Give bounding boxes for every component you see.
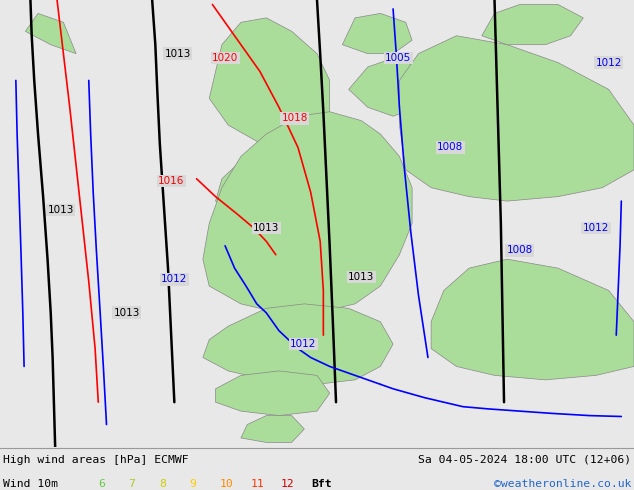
- Text: 1013: 1013: [48, 205, 74, 215]
- Polygon shape: [431, 259, 634, 380]
- Polygon shape: [216, 152, 304, 215]
- Polygon shape: [342, 13, 412, 53]
- Text: 1013: 1013: [253, 223, 280, 233]
- Text: 7: 7: [129, 479, 136, 489]
- Text: Sa 04-05-2024 18:00 UTC (12+06): Sa 04-05-2024 18:00 UTC (12+06): [418, 455, 631, 465]
- Polygon shape: [241, 416, 304, 442]
- Text: Wind 10m: Wind 10m: [3, 479, 58, 489]
- Polygon shape: [482, 4, 583, 45]
- Polygon shape: [399, 36, 634, 201]
- Polygon shape: [216, 371, 330, 416]
- Text: 9: 9: [190, 479, 197, 489]
- Text: ©weatheronline.co.uk: ©weatheronline.co.uk: [494, 479, 631, 489]
- Text: 6: 6: [98, 479, 105, 489]
- Text: 1020: 1020: [212, 53, 238, 63]
- Text: High wind areas [hPa] ECMWF: High wind areas [hPa] ECMWF: [3, 455, 188, 465]
- Text: 1005: 1005: [385, 53, 411, 63]
- Text: 1013: 1013: [113, 308, 140, 318]
- Text: 1012: 1012: [161, 274, 188, 284]
- Polygon shape: [209, 18, 330, 152]
- Text: 1008: 1008: [507, 245, 533, 255]
- Polygon shape: [203, 304, 393, 384]
- Polygon shape: [349, 58, 431, 116]
- Text: 1012: 1012: [583, 223, 609, 233]
- Text: 8: 8: [159, 479, 166, 489]
- Text: 11: 11: [250, 479, 264, 489]
- Text: 1013: 1013: [348, 272, 375, 282]
- Text: 1012: 1012: [595, 57, 622, 68]
- Text: 12: 12: [281, 479, 295, 489]
- Text: 1008: 1008: [437, 143, 463, 152]
- Text: Bft: Bft: [311, 479, 332, 489]
- Text: 10: 10: [220, 479, 234, 489]
- Polygon shape: [25, 13, 76, 53]
- Polygon shape: [203, 112, 412, 313]
- Text: 1012: 1012: [290, 339, 316, 349]
- Text: 1018: 1018: [281, 113, 308, 123]
- Text: 1016: 1016: [158, 176, 184, 186]
- Text: 1013: 1013: [164, 49, 191, 59]
